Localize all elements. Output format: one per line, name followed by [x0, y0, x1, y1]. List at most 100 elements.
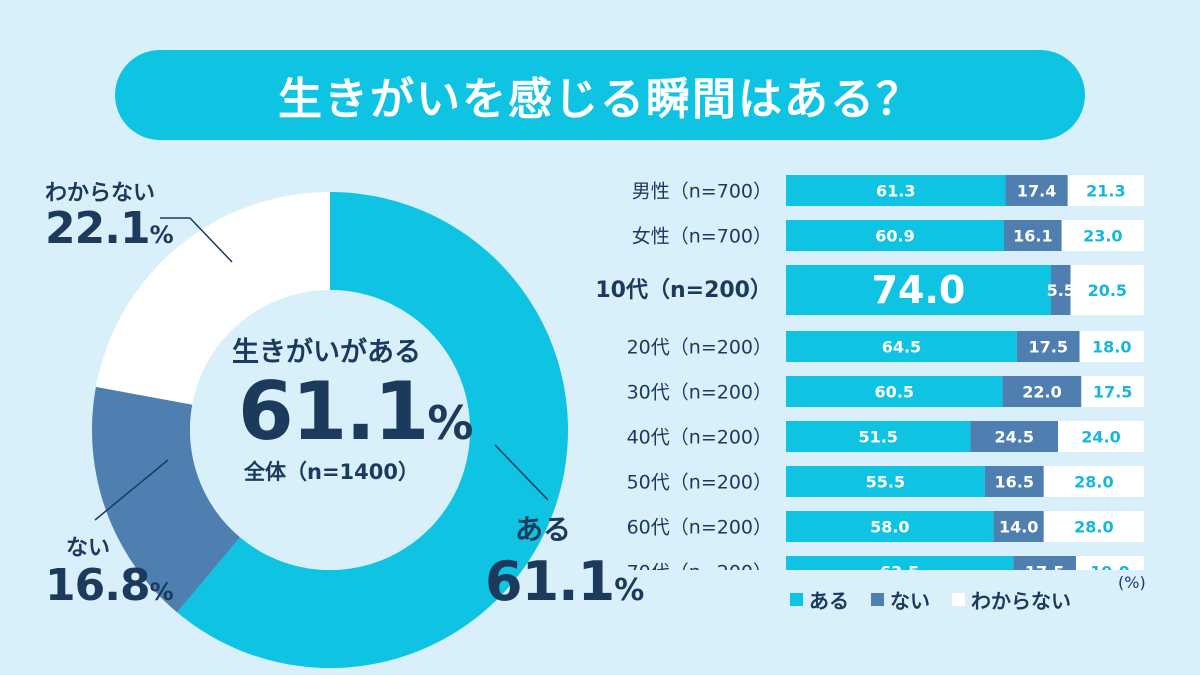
bar-segment-nai: [1002, 376, 1082, 407]
bar-segment-nai: [984, 466, 1044, 497]
category-label: 男性（n=700）: [632, 181, 772, 203]
donut-center-label: 生きがいがある: [232, 337, 421, 368]
bar-value-label: 18.0: [1092, 338, 1131, 357]
bar-value-label: 24.0: [1081, 428, 1120, 447]
legend-item-aru: ある: [790, 585, 849, 614]
bar-segment-wakaranai: [1067, 175, 1144, 206]
bar-value-label: 21.3: [1086, 182, 1125, 201]
donut-slice-wakaranai: [95, 192, 331, 405]
bar-segment-wakaranai: [1075, 556, 1144, 570]
bar-segment-nai: [970, 421, 1059, 452]
bar-value-label: 28.0: [1074, 473, 1113, 492]
bar-value-label: 17.5: [1025, 563, 1064, 571]
bar-row: 40代（n=200） 51.5 24.5 24.0: [627, 421, 1144, 452]
bar-value-label: 28.0: [1074, 518, 1113, 537]
category-label: 女性（n=700）: [632, 226, 772, 248]
bar-value-label: 63.5: [880, 563, 919, 571]
legend-swatch-aru: [790, 593, 803, 606]
slice-value-wakaranai: 22.1%: [45, 203, 174, 254]
bar-segment-nai: [993, 511, 1044, 542]
bar-value-label: 55.5: [866, 473, 905, 492]
donut-slice-nai: [92, 386, 241, 613]
bar-value-label: 16.5: [994, 473, 1033, 492]
bar-value-label: 17.5: [1093, 383, 1132, 402]
bar-value-label: 24.5: [994, 428, 1033, 447]
stacked-bar-chart: 男性（n=700） 61.3 17.4 21.3 女性（n=700） 60.9 16.1 23…: [595, 175, 1144, 570]
bar-row: 男性（n=700） 61.3 17.4 21.3: [632, 175, 1144, 206]
donut-center-value: 61.1%: [238, 365, 473, 458]
bar-value-label: 51.5: [858, 428, 897, 447]
bar-value-label: 23.0: [1083, 227, 1122, 246]
bar-segment-nai: [1013, 556, 1076, 570]
bar-value-label: 61.3: [876, 182, 915, 201]
bar-segment-aru: [786, 421, 971, 452]
bar-segment-aru: [786, 466, 985, 497]
legend-swatch-nai: [871, 593, 884, 606]
category-label: 10代（n=200）: [595, 278, 772, 303]
slice-label-nai: ない: [66, 536, 111, 561]
donut-hole: [190, 290, 470, 570]
legend-item-nai: ない: [871, 585, 930, 614]
title-banner: 生きがいを感じる瞬間はある？: [115, 50, 1085, 140]
page-title: 生きがいを感じる瞬間はある？: [278, 74, 922, 125]
bar-segment-nai: [1004, 220, 1062, 251]
bar-row: 女性（n=700） 60.9 16.1 23.0: [632, 220, 1144, 251]
category-label: 30代（n=200）: [627, 382, 772, 404]
category-label: 60代（n=200）: [627, 517, 772, 539]
legend: ある ない わからない: [790, 585, 1087, 614]
bar-segment-aru: [786, 556, 1014, 570]
bar-segment-aru: [786, 265, 1051, 315]
bar-segment-wakaranai: [1058, 421, 1144, 452]
bar-value-label: 17.4: [1017, 182, 1056, 201]
bar-segment-aru: [786, 331, 1017, 362]
legend-item-wakaranai: わからない: [952, 585, 1071, 614]
bar-value-label: 74.0: [872, 268, 966, 312]
bar-segment-aru: [786, 220, 1005, 251]
category-label: 70代（n=200）: [627, 562, 772, 571]
bar-segment-wakaranai: [1070, 265, 1144, 315]
bar-value-label: 16.1: [1013, 227, 1052, 246]
slice-value-aru: 61.1%: [485, 550, 644, 613]
bar-segment-aru: [786, 175, 1006, 206]
bar-segment-nai: [1016, 331, 1080, 362]
legend-label-aru: ある: [809, 589, 849, 613]
bar-segment-wakaranai: [1043, 466, 1144, 497]
bar-value-label: 5.5: [1047, 281, 1075, 300]
unit-label: (%): [1118, 573, 1146, 592]
bar-value-label: 64.5: [882, 338, 921, 357]
slice-value-nai: 16.8%: [45, 560, 174, 611]
bar-row: 30代（n=200） 60.5 22.0 17.5: [627, 376, 1144, 407]
slice-label-wakaranai: わからない: [45, 181, 156, 206]
bar-value-label: 60.9: [875, 227, 914, 246]
bar-segment-wakaranai: [1079, 331, 1144, 362]
category-label: 20代（n=200）: [627, 337, 772, 359]
leader-line-aru: [494, 444, 549, 501]
leader-line-wakaranai-diag: [189, 217, 233, 263]
bar-row: 60代（n=200） 58.0 14.0 28.0: [627, 511, 1144, 542]
bar-segment-wakaranai: [1043, 511, 1144, 542]
bar-value-label: 17.5: [1028, 338, 1067, 357]
donut-slice-aru: [177, 192, 569, 668]
bar-row: 20代（n=200） 64.5 17.5 18.0: [627, 331, 1144, 362]
bar-value-label: 19.0: [1090, 563, 1129, 571]
bar-segment-aru: [786, 511, 994, 542]
bar-segment-nai: [1005, 175, 1068, 206]
bar-segment-nai: [1050, 265, 1071, 315]
bar-row: 70代（n=200） 63.5 17.5 19.0: [627, 556, 1144, 570]
bar-value-label: 58.0: [870, 518, 909, 537]
legend-swatch-wakaranai: [952, 593, 965, 606]
bar-value-label: 14.0: [999, 518, 1038, 537]
leader-line-nai: [94, 459, 169, 521]
legend-label-nai: ない: [890, 589, 930, 613]
bar-segment-wakaranai: [1061, 220, 1144, 251]
bar-segment-wakaranai: [1081, 376, 1144, 407]
bar-value-label: 22.0: [1022, 383, 1061, 402]
slice-label-aru: ある: [515, 513, 572, 546]
bar-segment-aru: [786, 376, 1003, 407]
bar-value-label: 60.5: [875, 383, 914, 402]
bar-row: 50代（n=200） 55.5 16.5 28.0: [627, 466, 1144, 497]
category-label: 40代（n=200）: [627, 427, 772, 449]
legend-label-wakaranai: わからない: [971, 589, 1071, 613]
bar-value-label: 20.5: [1088, 281, 1127, 300]
category-label: 50代（n=200）: [627, 472, 772, 494]
